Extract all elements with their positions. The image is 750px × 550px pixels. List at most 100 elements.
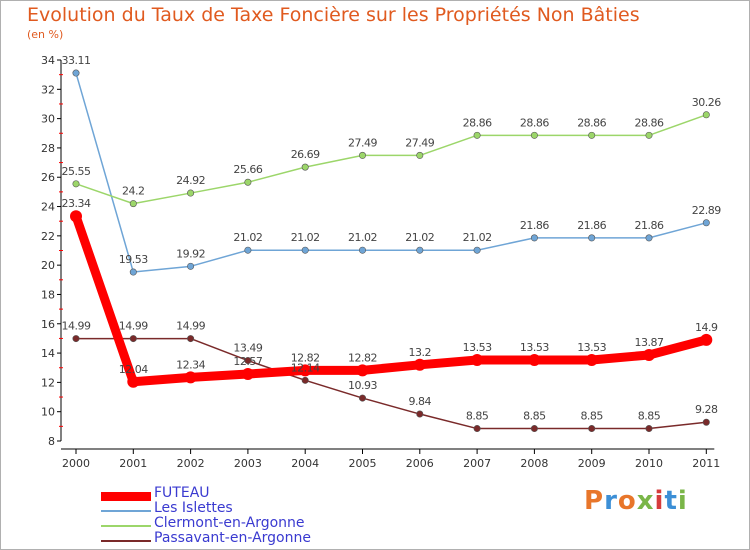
y-tick-label: 12 [41, 376, 55, 389]
series-line [71, 211, 711, 387]
data-label: 12.57 [233, 355, 262, 368]
y-tick-label: 8 [48, 435, 55, 448]
y-tick-label: 34 [41, 54, 55, 67]
proxiti-logo: Proxiti [584, 486, 688, 516]
chart-title: Evolution du Taux de Taxe Foncière sur l… [27, 4, 640, 26]
x-tick-label: 2009 [578, 457, 606, 470]
data-label: 21.02 [233, 231, 262, 244]
data-label: 13.49 [233, 342, 262, 355]
data-label: 21.86 [635, 219, 664, 232]
legend-label: FUTEAU [154, 485, 210, 501]
data-point [356, 364, 369, 377]
x-tick-label: 2004 [291, 457, 319, 470]
value-labels: 25.55 24.2 24.92 25.66 26.69 27.49 27.49 28.86 2… [62, 96, 722, 198]
data-label: 14.99 [62, 320, 91, 333]
data-label: 19.53 [119, 253, 148, 266]
series-line [75, 114, 708, 205]
data-label: 14.99 [176, 320, 205, 333]
legend-label: Passavant-en-Argonne [154, 530, 311, 546]
data-point [588, 234, 596, 242]
data-label: 8.85 [466, 410, 489, 423]
data-point [530, 234, 538, 242]
data-point [358, 394, 366, 402]
y-tick-label: 32 [41, 83, 55, 96]
logo-letter: r [604, 486, 618, 516]
data-label: 13.2 [409, 346, 432, 359]
data-point [72, 180, 80, 188]
data-point [184, 371, 197, 384]
data-label: 28.86 [577, 116, 606, 129]
data-label: 25.55 [62, 165, 91, 178]
data-point [645, 425, 653, 433]
data-point [187, 189, 195, 197]
data-label: 8.85 [580, 410, 603, 423]
data-label: 24.2 [122, 185, 145, 198]
data-label: 8.85 [638, 410, 661, 423]
data-point [588, 131, 596, 139]
data-label: 21.02 [291, 231, 320, 244]
series-line [75, 337, 708, 430]
data-label: 12.14 [291, 361, 320, 374]
data-label: 21.02 [405, 231, 434, 244]
legend-swatch [101, 491, 151, 501]
logo-letter: t [664, 486, 678, 516]
data-label: 27.49 [348, 136, 377, 149]
y-tick-label: 18 [41, 288, 55, 301]
data-point [645, 131, 653, 139]
value-labels: 14.99 14.99 14.99 13.49 12.14 10.93 9.84 8.85 8.… [62, 320, 719, 423]
y-tick-label: 16 [41, 318, 55, 331]
x-tick-label: 2005 [349, 457, 377, 470]
data-label: 21.86 [577, 219, 606, 232]
data-label: 21.02 [463, 231, 492, 244]
data-label: 28.86 [463, 116, 492, 129]
legend-swatch [101, 510, 151, 512]
data-point [70, 210, 82, 223]
legend-label: Les Islettes [154, 500, 233, 516]
data-point [416, 151, 424, 159]
data-point [416, 410, 424, 418]
value-labels: 23.34 12.04 12.34 12.57 12.82 12.82 13.2 13.53 1… [62, 197, 719, 376]
data-label: 14.99 [119, 320, 148, 333]
y-tick-label: 22 [41, 230, 55, 243]
x-tick-label: 2008 [520, 457, 548, 470]
series-line [75, 72, 708, 273]
legend-swatch [101, 540, 151, 542]
data-label: 12.82 [291, 351, 320, 364]
data-point [702, 418, 710, 426]
data-label: 12.82 [348, 351, 377, 364]
x-tick-label: 2001 [119, 457, 147, 470]
data-point [72, 69, 80, 77]
data-label: 19.92 [176, 247, 205, 260]
x-tick-label: 2006 [406, 457, 434, 470]
data-point [241, 368, 254, 381]
data-label: 25.66 [233, 163, 262, 176]
data-label: 13.53 [577, 341, 606, 354]
data-point [358, 246, 366, 254]
data-label: 33.11 [62, 54, 91, 67]
logo-letter: P [584, 486, 605, 516]
data-point [471, 353, 484, 366]
data-point [301, 376, 309, 384]
x-tick-label: 2011 [692, 457, 720, 470]
series-les-islettes [72, 69, 710, 276]
data-label: 9.84 [409, 395, 432, 408]
data-point [473, 131, 481, 139]
data-point [700, 333, 713, 346]
data-point [127, 375, 140, 388]
value-labels: 33.11 19.53 19.92 21.02 21.02 21.02 21.02 21.02… [62, 54, 722, 266]
logo-letter: o [617, 486, 637, 516]
data-point [588, 425, 596, 433]
data-point [702, 111, 710, 119]
data-point [643, 348, 655, 361]
data-label: 21.02 [348, 231, 377, 244]
data-label: 13.53 [463, 341, 492, 354]
data-point [530, 131, 538, 139]
data-label: 14.9 [695, 321, 718, 334]
data-label: 26.69 [291, 148, 320, 161]
x-tick-label: 2010 [635, 457, 663, 470]
data-label: 22.89 [692, 204, 721, 217]
data-point [528, 353, 541, 366]
y-tick-label: 28 [41, 142, 55, 155]
y-tick-label: 24 [41, 201, 55, 214]
